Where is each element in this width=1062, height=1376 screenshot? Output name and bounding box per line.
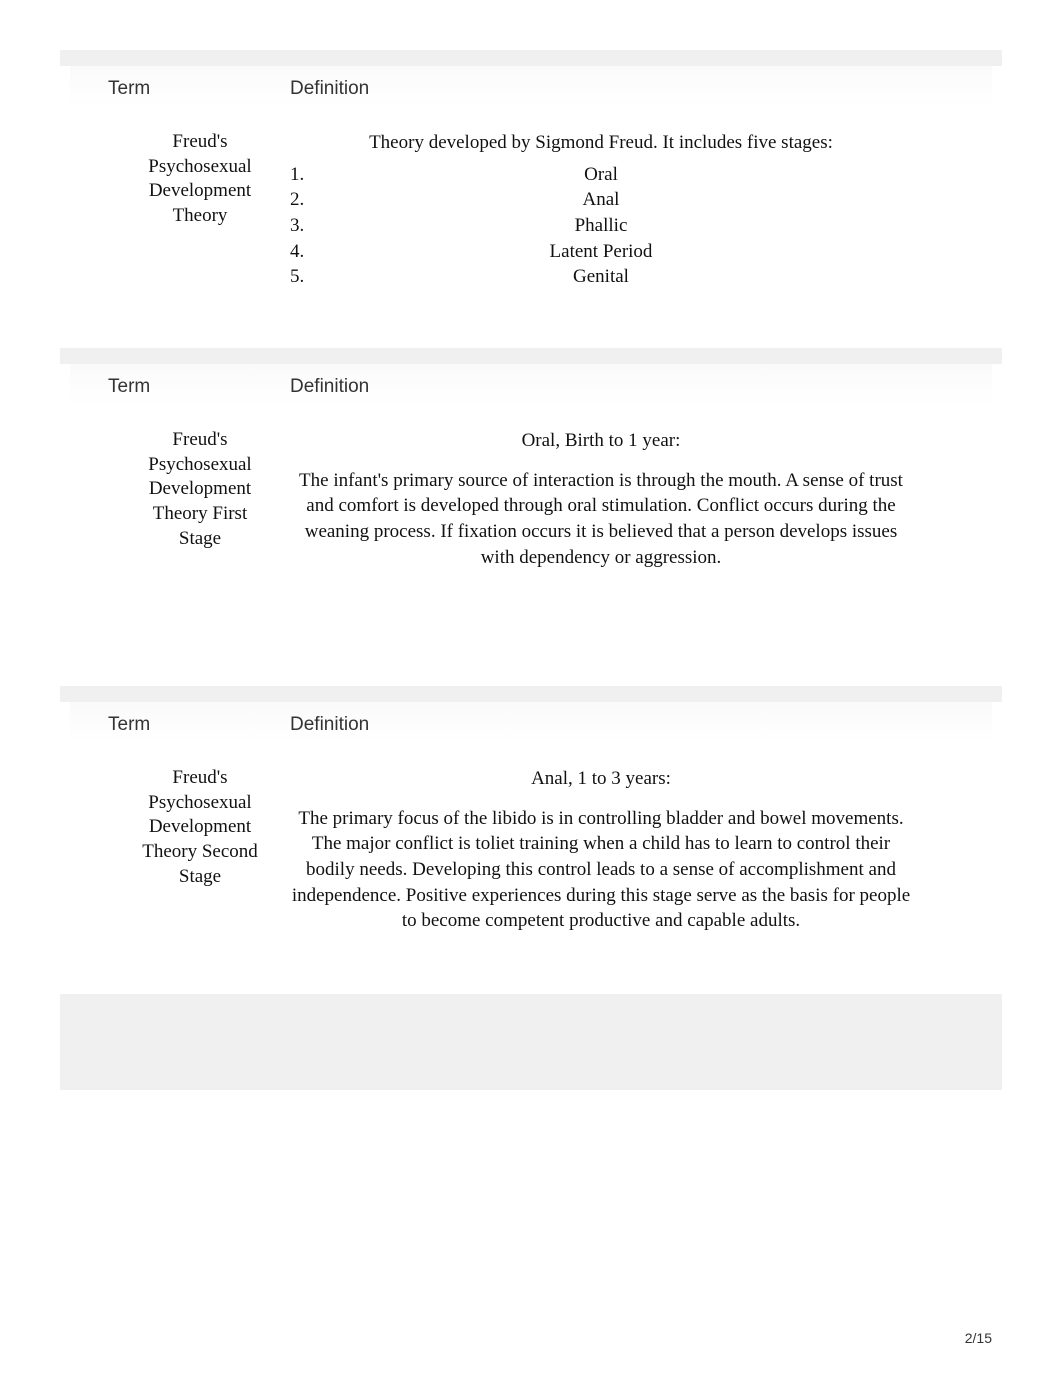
list-item: 4. Latent Period bbox=[290, 239, 912, 265]
list-number: 5. bbox=[290, 264, 320, 290]
definition-paragraph: The primary focus of the libido is in co… bbox=[290, 806, 912, 934]
header-term-label: Term bbox=[70, 714, 270, 736]
card-body: Freud's Psychosexual Development Theory … bbox=[70, 108, 992, 348]
definition-content: Oral, Birth to 1 year: The infant's prim… bbox=[290, 428, 992, 646]
header-term-label: Term bbox=[70, 376, 270, 398]
flashcard: Term Definition Freud's Psychosexual Dev… bbox=[70, 348, 992, 686]
stage-list: 1. Oral 2. Anal 3. Phallic 4. Latent Per… bbox=[290, 162, 912, 290]
card-body: Freud's Psychosexual Development Theory … bbox=[70, 406, 992, 686]
list-name: Oral bbox=[320, 162, 912, 188]
definition-title: Oral, Birth to 1 year: bbox=[290, 428, 912, 454]
card-header: Term Definition bbox=[70, 364, 992, 406]
card-separator bbox=[60, 50, 1002, 66]
flashcard: Term Definition Freud's Psychosexual Dev… bbox=[70, 686, 992, 994]
header-definition-label: Definition bbox=[270, 78, 369, 100]
definition-paragraph: The infant's primary source of interacti… bbox=[290, 468, 912, 571]
list-name: Genital bbox=[320, 264, 912, 290]
definition-title: Anal, 1 to 3 years: bbox=[290, 766, 912, 792]
list-item: 1. Oral bbox=[290, 162, 912, 188]
term-text: Freud's Psychosexual Development Theory … bbox=[70, 766, 290, 974]
list-name: Anal bbox=[320, 187, 912, 213]
header-definition-label: Definition bbox=[270, 714, 369, 736]
list-item: 2. Anal bbox=[290, 187, 912, 213]
page-number: 2/15 bbox=[965, 1330, 992, 1346]
definition-content: Theory developed by Sigmond Freud. It in… bbox=[290, 130, 992, 308]
header-definition-label: Definition bbox=[270, 376, 369, 398]
list-name: Phallic bbox=[320, 213, 912, 239]
card-header: Term Definition bbox=[70, 66, 992, 108]
card-separator bbox=[60, 686, 1002, 702]
flashcard: Term Definition Freud's Psychosexual Dev… bbox=[70, 50, 992, 348]
term-text: Freud's Psychosexual Development Theory bbox=[70, 130, 290, 308]
list-name: Latent Period bbox=[320, 239, 912, 265]
card-header: Term Definition bbox=[70, 702, 992, 744]
list-number: 3. bbox=[290, 213, 320, 239]
term-text: Freud's Psychosexual Development Theory … bbox=[70, 428, 290, 646]
header-term-label: Term bbox=[70, 78, 270, 100]
definition-intro: Theory developed by Sigmond Freud. It in… bbox=[290, 130, 912, 156]
card-separator bbox=[60, 994, 1002, 1010]
list-number: 2. bbox=[290, 187, 320, 213]
definition-content: Anal, 1 to 3 years: The primary focus of… bbox=[290, 766, 992, 974]
list-item: 3. Phallic bbox=[290, 213, 912, 239]
card-body: Freud's Psychosexual Development Theory … bbox=[70, 744, 992, 994]
list-number: 1. bbox=[290, 162, 320, 188]
card-separator bbox=[60, 348, 1002, 364]
list-item: 5. Genital bbox=[290, 264, 912, 290]
bottom-separator bbox=[60, 1010, 1002, 1090]
list-number: 4. bbox=[290, 239, 320, 265]
page-content: Term Definition Freud's Psychosexual Dev… bbox=[0, 0, 1062, 1090]
